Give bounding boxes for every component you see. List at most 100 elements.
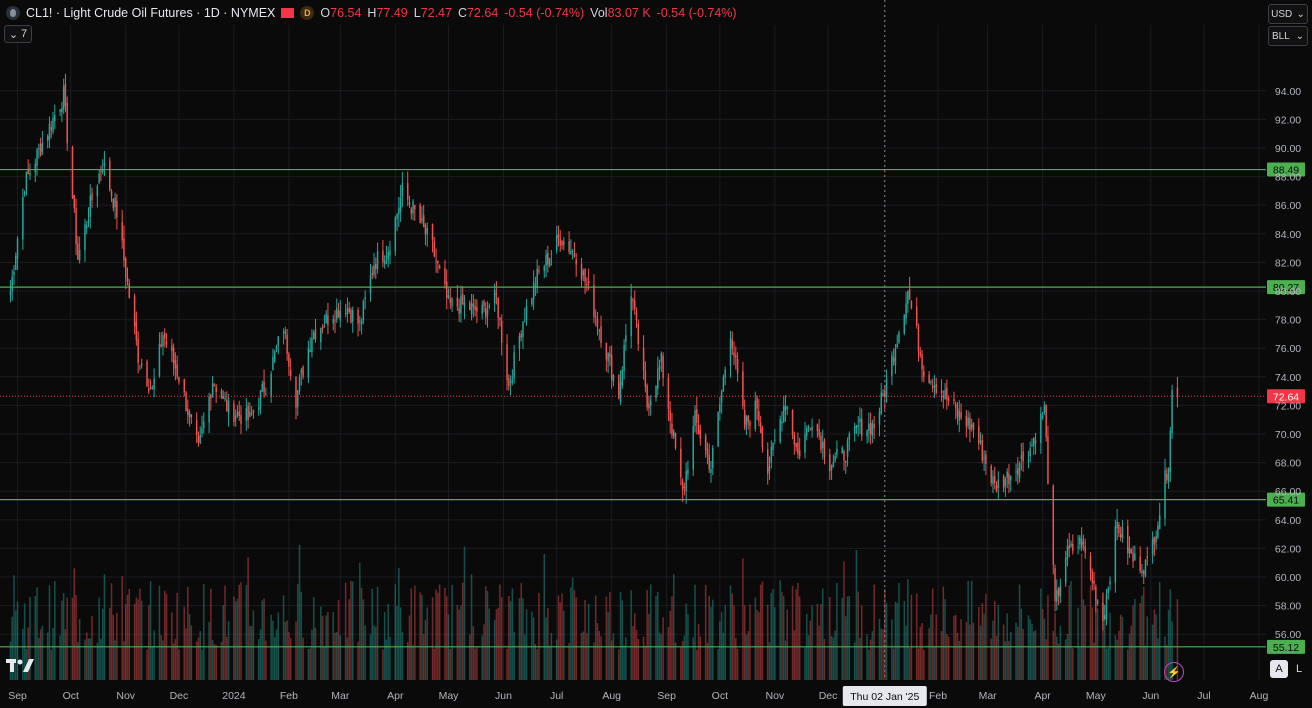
volume-bar (871, 631, 874, 680)
volume-bar (969, 624, 971, 680)
lightning-icon[interactable]: ⚡ (1164, 662, 1184, 682)
candle-body (543, 266, 546, 271)
candle-body (151, 387, 154, 389)
candle-body (162, 335, 164, 346)
x-tick-label: Mar (979, 690, 998, 702)
unit-selector[interactable]: BLL ⌄ (1268, 26, 1308, 46)
volume-bar (485, 586, 487, 680)
candle-body (75, 207, 77, 244)
volume-bar (719, 621, 721, 680)
volume-bar (1139, 603, 1141, 680)
candle-body (672, 430, 675, 437)
candle-body (488, 305, 491, 307)
gridlines (0, 25, 1266, 680)
candle-body (919, 352, 922, 356)
volume-bar (766, 604, 769, 680)
candle-body (273, 351, 276, 362)
candle-body (61, 108, 63, 113)
volume-bar (843, 561, 845, 680)
candle-body (369, 275, 372, 294)
candle-body (325, 313, 327, 324)
delay-badge: D (300, 6, 315, 20)
volume-bar (970, 580, 973, 680)
candle-body (307, 348, 310, 378)
volume-bar (1070, 580, 1072, 680)
candle-body (176, 364, 178, 377)
volume-bar (1169, 589, 1172, 680)
candle-body (171, 345, 173, 351)
volume-bar (928, 628, 930, 680)
candle-body (745, 416, 748, 425)
candle-body (401, 182, 404, 197)
volume-bar (470, 574, 473, 680)
volume-bar (215, 645, 217, 680)
volume-bar (369, 634, 372, 680)
candle-body (791, 410, 794, 435)
candle-body (1018, 463, 1021, 479)
candle-body (910, 300, 913, 308)
volume-bar (1033, 631, 1035, 680)
volume-bar (394, 584, 397, 680)
volume-bar (978, 606, 980, 680)
currency-selector[interactable]: USD ⌄ (1268, 4, 1308, 24)
candle-body (463, 302, 466, 307)
candle-body (500, 320, 503, 343)
candle-body (1116, 521, 1118, 529)
auto-scale-button[interactable]: A (1270, 660, 1288, 678)
candle-body (548, 258, 551, 267)
candle-body (1029, 448, 1031, 457)
volume-bar (860, 605, 863, 680)
volume-bar (71, 597, 74, 680)
volume-bar (972, 622, 975, 680)
candle-body (224, 398, 226, 400)
candle-body (853, 426, 856, 434)
candle-body (481, 304, 483, 315)
candle-body (1052, 485, 1055, 565)
volume-bar (834, 630, 836, 680)
volume-bar (538, 593, 540, 680)
symbol-title[interactable]: CL1! · Light Crude Oil Futures · 1D · NY… (26, 6, 276, 20)
volume-bar (674, 642, 677, 680)
candle-body (545, 254, 547, 266)
volume-bar (669, 610, 671, 680)
volume-bar (580, 632, 583, 680)
candle-body (1009, 476, 1012, 481)
volume-bar (917, 648, 920, 680)
x-tick-label: Sep (657, 690, 676, 702)
volume-bar (220, 641, 223, 680)
volume-bar (915, 593, 918, 680)
volume-bar (406, 641, 409, 680)
candle-body (508, 378, 510, 387)
candle-body (461, 293, 464, 305)
candle-body (1134, 553, 1136, 561)
volume-bar (607, 612, 609, 680)
indicators-toggle[interactable]: ⌄ 7 (4, 25, 32, 43)
volume-bar (336, 632, 338, 680)
candle-body (183, 379, 186, 393)
candle-body (758, 411, 760, 422)
volume-bar (942, 586, 945, 680)
candle-body (195, 420, 198, 436)
tradingview-logo-icon[interactable] (6, 656, 36, 674)
candle-body (286, 334, 288, 354)
candle-body (357, 309, 359, 324)
volume-bar (23, 603, 26, 680)
volume-bar (804, 647, 806, 680)
y-tick-label: 68.00 (1275, 458, 1301, 470)
candle-body (270, 373, 272, 397)
volume-bar (199, 631, 201, 680)
candle-body (412, 201, 414, 214)
volume-bar (89, 638, 92, 680)
x-tick-label: Jun (1142, 690, 1159, 702)
log-scale-button[interactable]: L (1295, 663, 1303, 675)
candle-body (133, 296, 136, 327)
volume-bar (761, 581, 764, 680)
x-tick-label: 2024 (222, 690, 246, 702)
candle-body (1070, 543, 1072, 547)
volume-bar (282, 595, 285, 680)
volume-bar (185, 628, 187, 680)
volume-bar (543, 553, 546, 680)
volume-bar (408, 615, 411, 680)
volume-bar (1052, 630, 1055, 680)
